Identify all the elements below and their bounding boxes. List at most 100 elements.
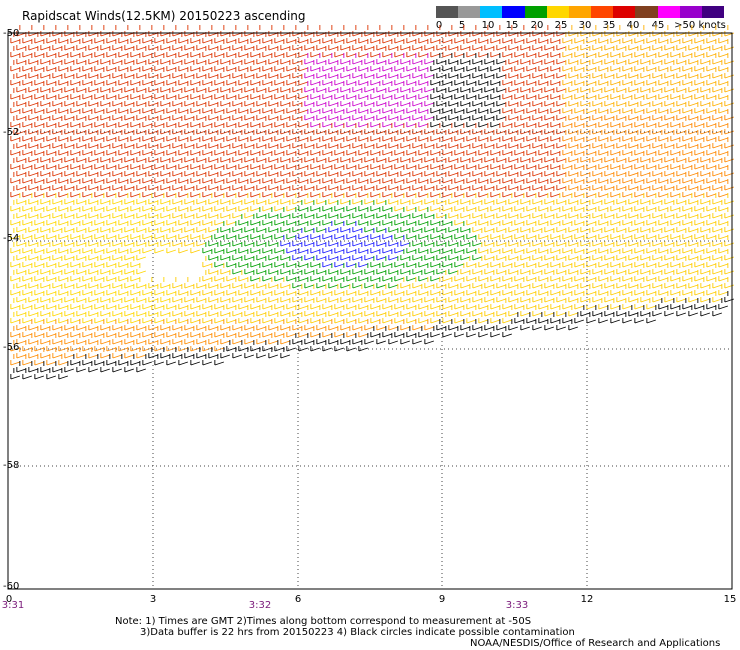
wind-barb <box>280 319 290 331</box>
wind-barb <box>166 102 176 114</box>
wind-barb <box>304 333 314 345</box>
wind-barb <box>10 312 20 324</box>
wind-barb <box>556 179 566 191</box>
wind-barb <box>616 81 626 93</box>
wind-barb <box>118 88 128 100</box>
wind-barb <box>658 144 668 156</box>
wind-barb <box>292 291 302 303</box>
wind-barb <box>514 60 524 72</box>
wind-barb <box>652 291 662 303</box>
wind-barb <box>46 256 56 268</box>
wind-barb <box>358 158 368 170</box>
wind-barb <box>568 221 578 233</box>
wind-barb <box>574 242 584 254</box>
wind-barb <box>292 305 302 317</box>
wind-barb <box>508 235 518 247</box>
wind-barb <box>46 60 56 72</box>
wind-barb <box>394 312 404 324</box>
wind-barb <box>442 130 452 142</box>
wind-barb <box>598 270 608 282</box>
wind-barb <box>214 312 224 324</box>
wind-barb <box>634 158 644 170</box>
wind-barb <box>616 165 626 177</box>
wind-barb <box>208 25 218 37</box>
wind-barb <box>10 270 20 282</box>
wind-barb <box>508 193 518 205</box>
wind-barb <box>706 46 716 58</box>
wind-barb <box>52 81 62 93</box>
wind-barb <box>484 109 494 121</box>
wind-barb <box>82 74 92 86</box>
wind-barb <box>154 228 164 240</box>
wind-barb <box>136 277 146 289</box>
wind-barb <box>220 333 230 345</box>
wind-barb <box>292 39 302 51</box>
wind-barb <box>472 221 482 233</box>
wind-barb <box>682 200 692 212</box>
wind-barb <box>280 165 290 177</box>
wind-barb <box>670 256 680 268</box>
wind-barb <box>526 88 536 100</box>
wind-barb <box>496 151 506 163</box>
wind-barb <box>400 95 410 107</box>
wind-barb <box>244 235 254 247</box>
wind-barb <box>676 207 686 219</box>
wind-barb <box>262 102 272 114</box>
wind-barb <box>490 46 500 58</box>
wind-barb <box>616 221 626 233</box>
wind-barb <box>592 235 602 247</box>
wind-barb <box>322 214 332 226</box>
wind-barb <box>244 179 254 191</box>
wind-barb <box>316 235 326 247</box>
wind-barb <box>304 81 314 93</box>
wind-barb <box>232 39 242 51</box>
wind-barb <box>442 256 452 268</box>
wind-barb <box>430 256 440 268</box>
wind-barb <box>664 193 674 205</box>
wind-barb <box>388 291 398 303</box>
wind-barb <box>682 298 692 310</box>
wind-barb <box>214 242 224 254</box>
wind-barb <box>274 242 284 254</box>
wind-barb <box>490 312 500 324</box>
wind-barb <box>40 207 50 219</box>
wind-barb <box>298 214 308 226</box>
wind-barb <box>694 256 704 268</box>
wind-barb <box>472 81 482 93</box>
wind-barb <box>646 242 656 254</box>
wind-barb <box>76 249 86 261</box>
wind-barb <box>70 172 80 184</box>
wind-barb <box>286 270 296 282</box>
wind-barb <box>358 312 368 324</box>
wind-barb <box>364 333 374 345</box>
wind-barb <box>394 60 404 72</box>
wind-barb <box>352 263 362 275</box>
wind-barb <box>382 186 392 198</box>
wind-barb <box>124 95 134 107</box>
wind-barb <box>436 67 446 79</box>
wind-barb <box>130 270 140 282</box>
wind-barb <box>532 151 542 163</box>
wind-barb <box>448 39 458 51</box>
wind-barb <box>58 326 68 338</box>
wind-barb <box>28 361 38 373</box>
wind-barb <box>292 95 302 107</box>
wind-barb <box>430 144 440 156</box>
wind-barb <box>718 74 728 86</box>
wind-barb <box>592 67 602 79</box>
wind-barb <box>262 312 272 324</box>
wind-barb <box>250 130 260 142</box>
wind-barb <box>238 116 248 128</box>
wind-barb <box>370 60 380 72</box>
wind-barb <box>544 319 554 331</box>
wind-barb <box>28 291 38 303</box>
wind-barb <box>106 116 116 128</box>
wind-barb <box>118 354 128 366</box>
wind-barb <box>316 53 326 65</box>
wind-barb <box>430 130 440 142</box>
wind-barb <box>544 81 554 93</box>
wind-barb <box>652 165 662 177</box>
wind-barb <box>268 291 278 303</box>
wind-barb <box>538 242 548 254</box>
wind-barb <box>610 102 620 114</box>
